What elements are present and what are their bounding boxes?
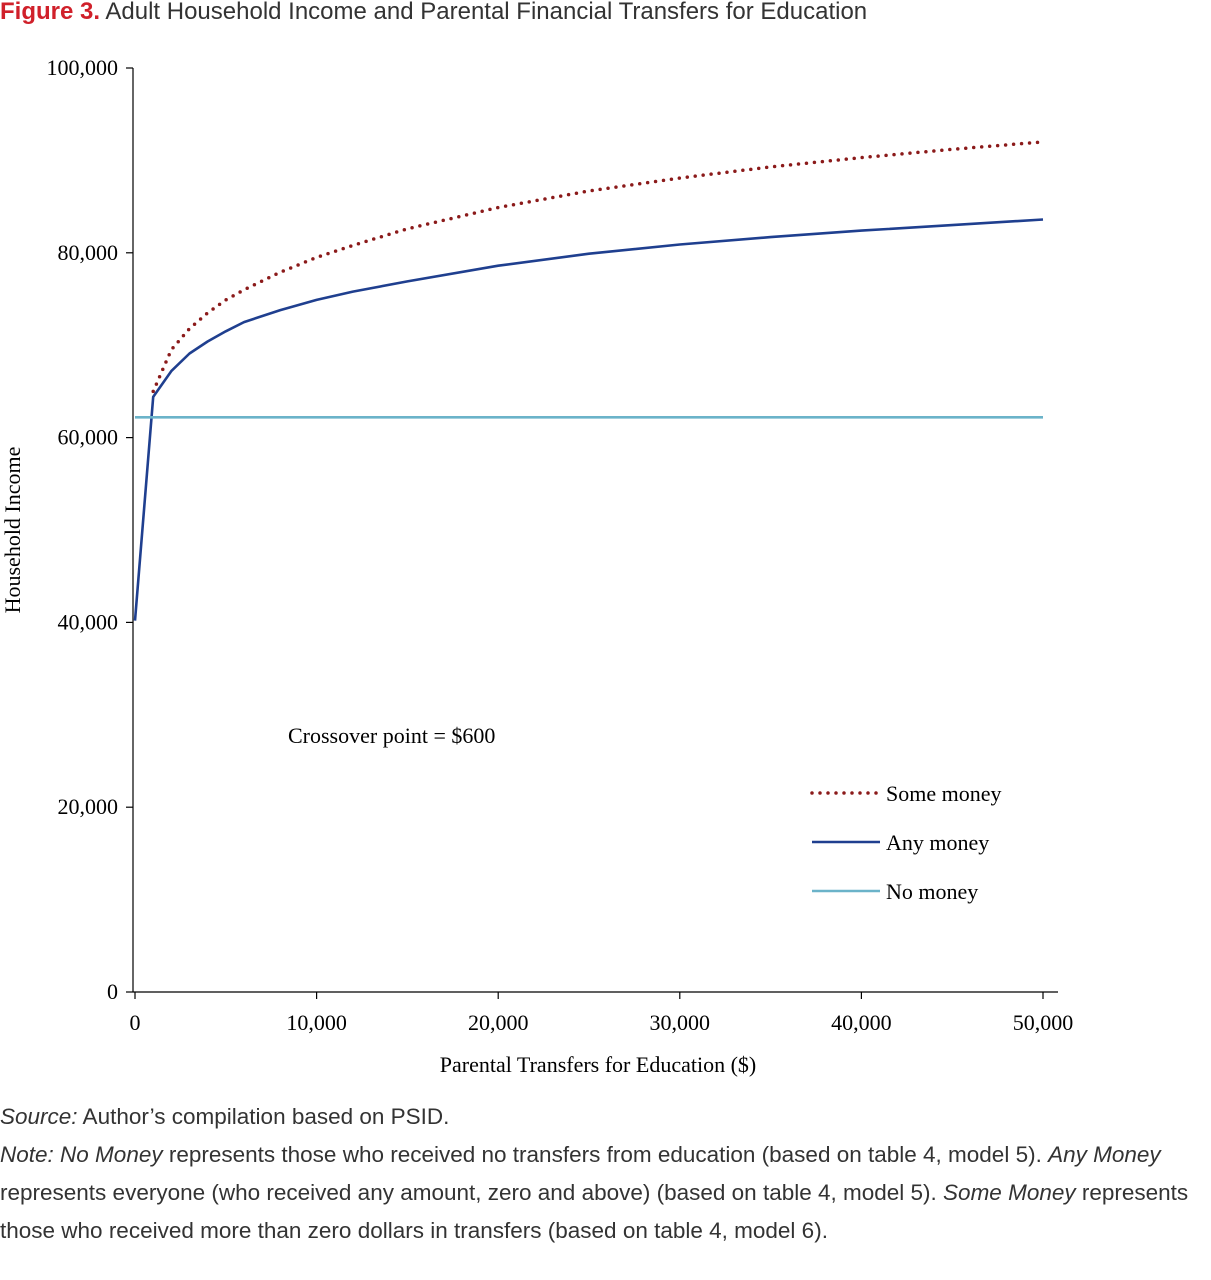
y-tick-label: 80,000 (58, 240, 119, 265)
figure-notes: Source: Author’s compilation based on PS… (0, 1098, 1211, 1250)
series-line-any-money (133, 218, 1044, 621)
line-chart: 0 20,000 40,000 60,000 80,000 100,000 0 10,000… (0, 55, 1074, 1077)
x-axis-label: Parental Transfers for Education ($) (440, 1052, 756, 1077)
y-axis-label: Household Income (0, 447, 25, 614)
y-tick-label: 100,000 (47, 55, 119, 80)
y-tick-label: 0 (107, 979, 118, 1004)
x-tick-label: 50,000 (1013, 1010, 1074, 1035)
y-tick-label: 20,000 (58, 794, 119, 819)
note-some-money-text: represents those who received more than … (0, 1180, 1189, 1243)
legend-label: Any money (886, 830, 989, 855)
legend: Some money Any money No money (810, 781, 1002, 904)
note-any-money-term: Any Money (1048, 1142, 1161, 1167)
x-axis: 0 10,000 20,000 30,000 40,000 50,000 (130, 991, 1074, 1035)
source-text: Author’s compilation based on PSID. (77, 1104, 450, 1129)
x-tick-label: 40,000 (831, 1010, 892, 1035)
y-tick-label: 60,000 (58, 425, 119, 450)
figure-label: Figure 3. (0, 0, 101, 25)
figure-title-text: Adult Household Income and Parental Fina… (105, 0, 868, 25)
note-no-money-term: No Money (60, 1142, 163, 1167)
source-label: Source: (0, 1104, 78, 1129)
x-tick-label: 10,000 (286, 1010, 347, 1035)
figure-title: Figure 3. Adult Household Income and Par… (0, 0, 867, 26)
note-label: Note: (0, 1142, 54, 1167)
note-no-money-text: represents those who received no transfe… (162, 1142, 1049, 1167)
x-tick-label: 30,000 (650, 1010, 711, 1035)
note-any-money-text: represents everyone (who received any am… (0, 1180, 944, 1205)
y-axis: 0 20,000 40,000 60,000 80,000 100,000 (47, 55, 134, 1004)
y-tick-label: 40,000 (58, 609, 119, 634)
legend-label: Some money (886, 781, 1002, 806)
crossover-annotation: Crossover point = $600 (288, 723, 495, 748)
series-layer (133, 140, 1045, 621)
x-tick-label: 20,000 (468, 1010, 529, 1035)
source-line: Source: Author’s compilation based on PS… (0, 1098, 1211, 1136)
note-some-money-term: Some Money (943, 1180, 1076, 1205)
note-paragraph: Note: No Money represents those who rece… (0, 1136, 1211, 1250)
legend-label: No money (886, 879, 978, 904)
x-tick-label: 0 (130, 1010, 141, 1035)
series-line-some-money (151, 140, 1045, 394)
